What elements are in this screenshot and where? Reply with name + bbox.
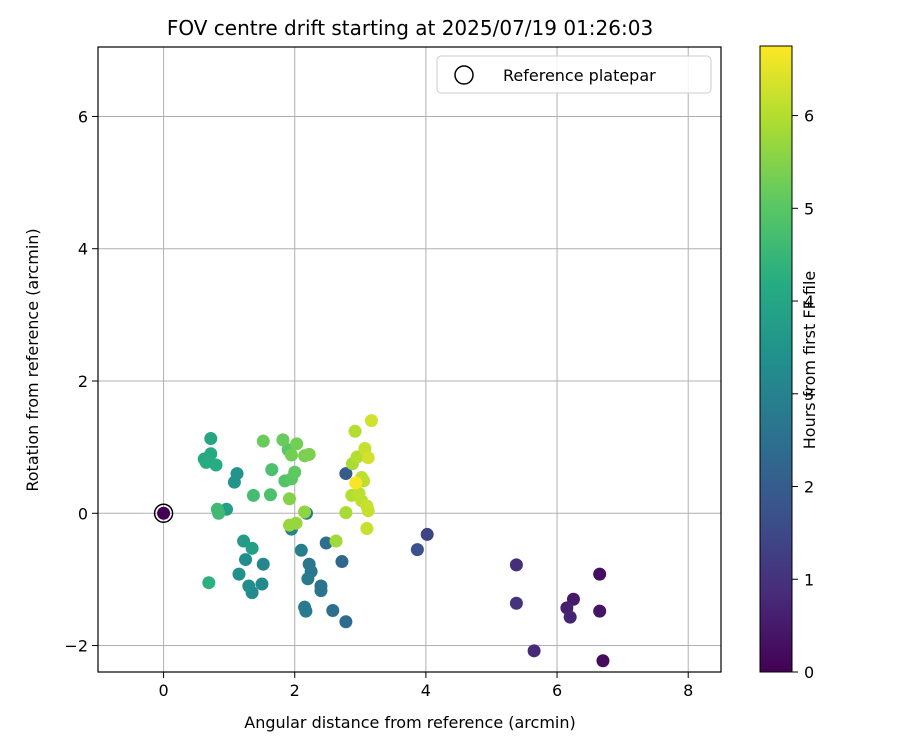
data-point xyxy=(596,654,610,668)
data-point xyxy=(288,465,302,479)
data-point xyxy=(256,434,270,448)
data-point xyxy=(339,506,353,520)
data-point xyxy=(255,577,269,591)
data-point xyxy=(212,506,226,520)
data-point xyxy=(256,557,270,571)
data-point xyxy=(265,463,279,477)
data-point xyxy=(242,579,256,593)
data-point xyxy=(420,527,434,541)
grid-lines xyxy=(98,47,721,672)
data-point xyxy=(209,458,223,472)
data-point xyxy=(298,505,312,519)
y-tick-label: 4 xyxy=(78,240,88,259)
data-point xyxy=(282,518,296,532)
data-point xyxy=(349,476,363,490)
data-point xyxy=(227,475,241,489)
data-point xyxy=(563,610,577,624)
y-tick-label: 6 xyxy=(78,107,88,126)
data-point xyxy=(593,567,607,581)
colorbar-tick-label: 3 xyxy=(804,385,814,404)
colorbar-ticks: 0 1 2 3 4 5 6 xyxy=(792,107,814,682)
colorbar-label: Hours from first FF file xyxy=(800,271,819,450)
plot-frame xyxy=(97,46,722,673)
data-point xyxy=(329,534,343,548)
data-point xyxy=(348,424,362,438)
data-point xyxy=(237,534,251,548)
data-point xyxy=(364,414,378,428)
data-point xyxy=(157,506,171,520)
data-point xyxy=(410,543,424,557)
colorbar-tick-label: 6 xyxy=(804,107,814,126)
x-tick-label: 0 xyxy=(158,681,168,700)
y-tick-label: 2 xyxy=(78,372,88,391)
data-point xyxy=(202,576,216,590)
colorbar-tick-label: 2 xyxy=(804,478,814,497)
data-point xyxy=(339,467,353,481)
data-point xyxy=(335,555,349,569)
data-point xyxy=(350,450,364,464)
data-point xyxy=(527,644,541,658)
y-axis-label: Rotation from reference (arcmin) xyxy=(23,228,42,491)
data-point xyxy=(239,553,253,567)
y-tick-label: 0 xyxy=(78,504,88,523)
x-axis-ticks: 0 2 4 6 8 xyxy=(158,672,693,700)
data-point xyxy=(232,567,246,581)
data-point xyxy=(294,543,308,557)
legend: Reference platepar xyxy=(436,55,712,94)
data-point xyxy=(282,492,296,506)
data-point xyxy=(284,448,298,462)
legend-label: Reference platepar xyxy=(503,66,656,85)
x-tick-label: 8 xyxy=(683,681,693,700)
data-point xyxy=(339,615,353,629)
data-point xyxy=(593,604,607,618)
colorbar-tick-label: 1 xyxy=(804,570,814,589)
data-point xyxy=(299,604,313,618)
colorbar-tick-label: 4 xyxy=(804,292,814,311)
reference-platepar-marker xyxy=(153,503,174,524)
scatter-points xyxy=(157,414,610,668)
x-tick-label: 6 xyxy=(552,681,562,700)
data-point xyxy=(326,603,340,617)
y-tick-label: −2 xyxy=(64,637,88,656)
legend-marker-icon xyxy=(454,65,474,85)
data-point xyxy=(509,558,523,572)
data-point xyxy=(290,437,304,451)
data-point xyxy=(204,432,218,446)
colorbar-tick-label: 5 xyxy=(804,199,814,218)
data-point xyxy=(319,536,333,550)
data-point xyxy=(361,451,375,465)
colorbar-gradient xyxy=(759,45,793,673)
data-point xyxy=(314,584,328,598)
data-point xyxy=(246,488,260,502)
data-point xyxy=(276,433,290,447)
x-tick-label: 2 xyxy=(290,681,300,700)
data-point xyxy=(199,455,213,469)
data-point xyxy=(301,572,315,586)
data-point xyxy=(263,488,277,502)
legend-box xyxy=(436,55,712,94)
x-tick-label: 4 xyxy=(421,681,431,700)
data-point xyxy=(245,541,259,555)
colorbar: 0 1 2 3 4 5 6 Hours from first FF file xyxy=(759,45,819,682)
data-point xyxy=(361,504,375,518)
data-point xyxy=(302,447,316,461)
chart-title: FOV centre drift starting at 2025/07/19 … xyxy=(167,16,653,40)
data-point xyxy=(360,521,374,535)
data-point xyxy=(509,596,523,610)
y-axis-ticks: −2 0 2 4 6 xyxy=(64,107,98,656)
x-axis-label: Angular distance from reference (arcmin) xyxy=(244,713,575,732)
colorbar-tick-label: 0 xyxy=(804,663,814,682)
